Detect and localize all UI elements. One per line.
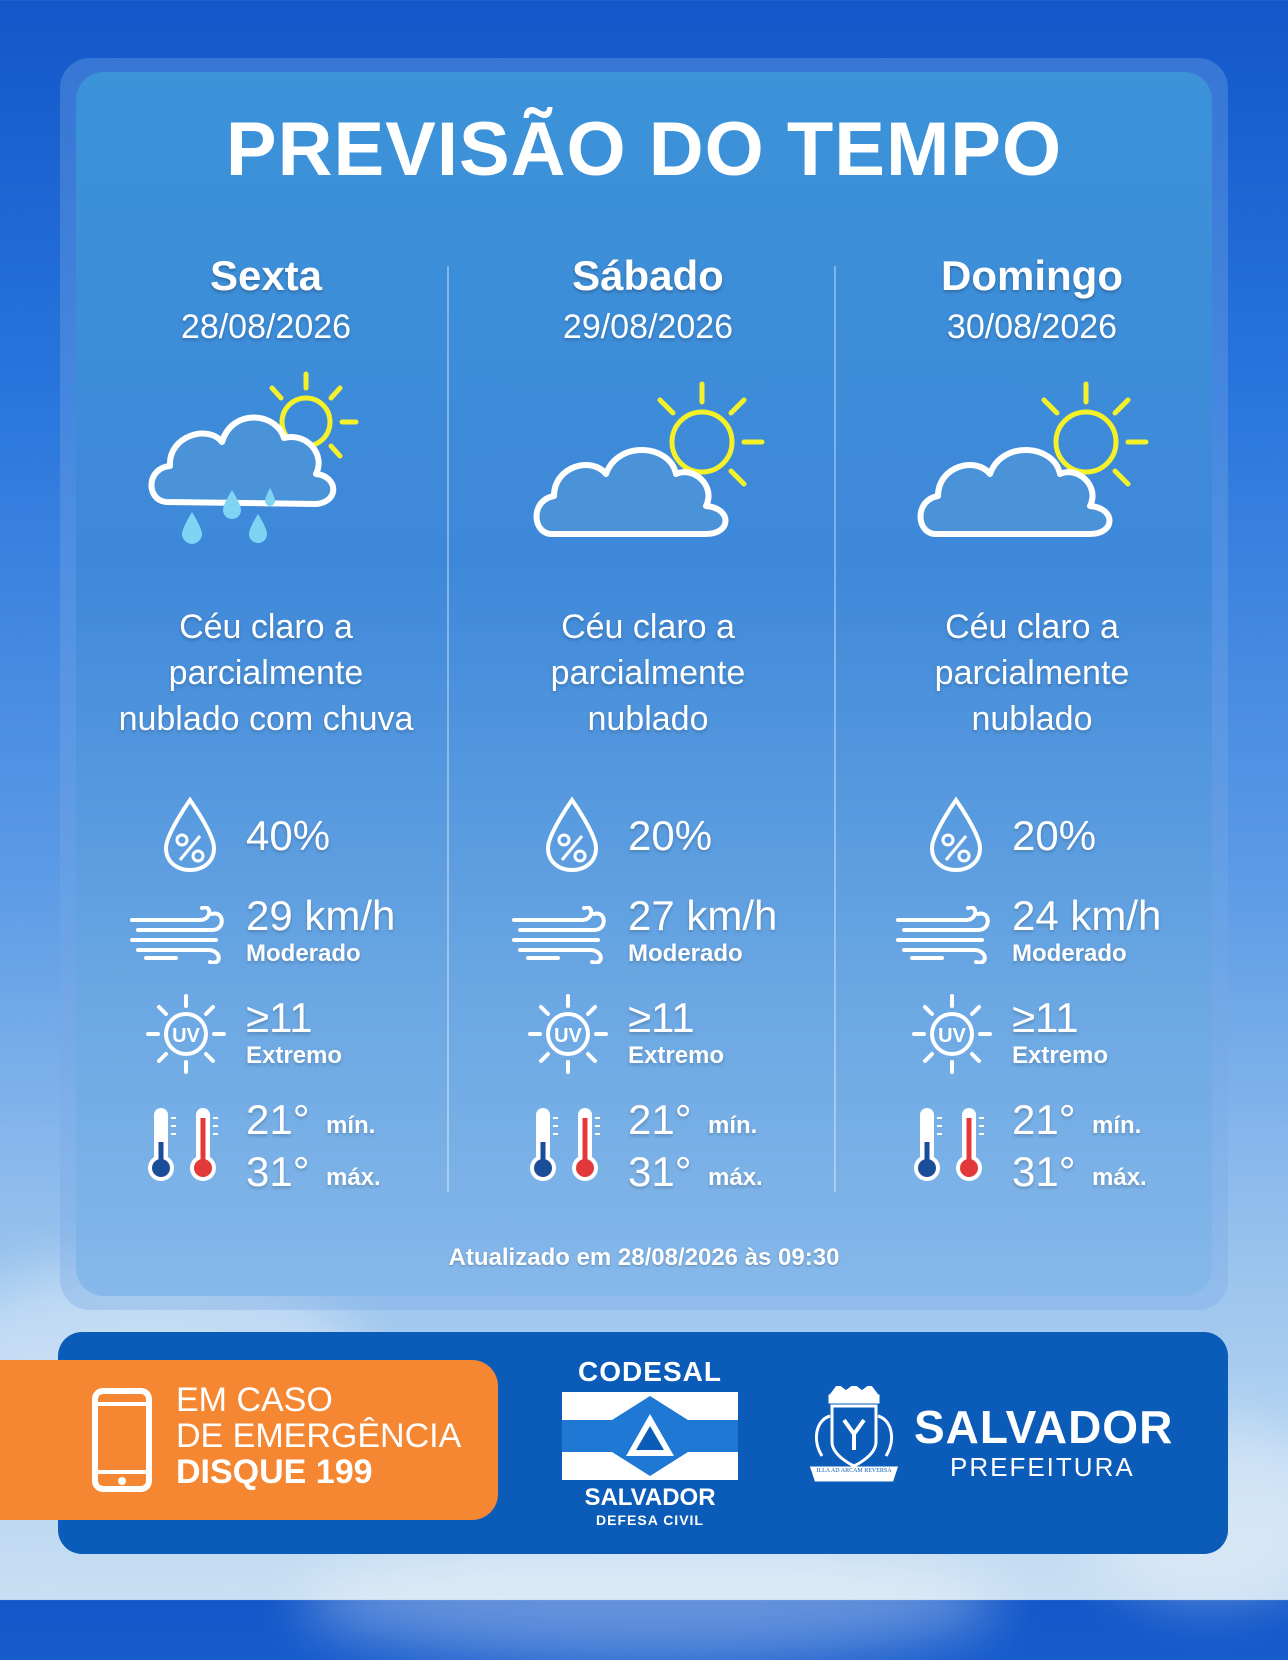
weather-description: Céu claro a parcialmente nublado: [934, 608, 1130, 738]
emergency-line-1: EM CASO: [176, 1381, 333, 1419]
temp-max-label: máx.: [1092, 1164, 1147, 1191]
svg-text:UV: UV: [554, 1025, 582, 1047]
wind-speed-value: 24 km/h: [1012, 892, 1162, 939]
temp-min-value: 21°: [1012, 1096, 1076, 1143]
day-date: 29/08/2026: [562, 308, 734, 346]
salvador-coat-of-arms-icon: [809, 1386, 899, 1482]
uv-index-value: ≥11: [628, 994, 695, 1041]
temp-min-label: mín.: [1092, 1112, 1142, 1139]
salvador-seal-motto: ILLA AD ARCAM REVERSA: [816, 1468, 892, 1474]
wind-level: Moderado: [628, 940, 743, 967]
cloud-sun-icon: [917, 381, 1149, 537]
thermometer-icons: [530, 1108, 600, 1181]
uv-level: Extremo: [628, 1042, 725, 1069]
wind-level: Moderado: [1012, 940, 1127, 967]
codesal-logo-title: CODESAL: [578, 1356, 722, 1387]
weather-description: Céu claro a parcialmente nublado: [550, 608, 746, 738]
emergency-line-2: DE EMERGÊNCIA: [176, 1417, 462, 1455]
uv-index-icon: UV: [528, 994, 608, 1074]
page-title: PREVISÃO DO TEMPO: [225, 107, 1063, 192]
temp-max-label: máx.: [708, 1164, 763, 1191]
temp-min-label: mín.: [708, 1112, 758, 1139]
temp-max-value: 31°: [246, 1148, 310, 1195]
phone-icon: [92, 1388, 152, 1492]
forecast-card: [76, 72, 1212, 1296]
wind-speed-value: 29 km/h: [246, 892, 396, 939]
temp-max-label: máx.: [326, 1164, 381, 1191]
emergency-phone-number: DISQUE 199: [176, 1453, 373, 1491]
updated-timestamp: Atualizado em 28/08/2026 às 09:30: [448, 1244, 840, 1271]
day-date: 30/08/2026: [946, 308, 1118, 346]
uv-index-value: ≥11: [246, 994, 313, 1041]
day-name: Sexta: [209, 252, 323, 299]
rain-probability-value: 40%: [246, 812, 331, 859]
temp-min-value: 21°: [246, 1096, 310, 1143]
uv-index-icon: UV: [912, 994, 992, 1074]
codesal-logo-city: SALVADOR: [584, 1484, 716, 1511]
day-name: Sábado: [572, 252, 724, 299]
wind-icon: [512, 906, 606, 964]
uv-level: Extremo: [1012, 1042, 1109, 1069]
column-divider: [834, 266, 836, 1192]
svg-text:UV: UV: [172, 1025, 200, 1047]
thermometer-icons: [914, 1108, 984, 1181]
temp-max-value: 31°: [1012, 1148, 1076, 1195]
rain-probability-icon: [163, 796, 217, 873]
rain-probability-value: 20%: [628, 812, 713, 859]
codesal-logo-subtitle: DEFESA CIVIL: [596, 1512, 704, 1528]
thermometer-icons: [148, 1108, 218, 1181]
temp-max-value: 31°: [628, 1148, 692, 1195]
day-date: 28/08/2026: [180, 308, 352, 346]
background-cloud: [300, 1540, 1000, 1660]
wind-icon: [130, 906, 224, 964]
wind-icon: [896, 906, 990, 964]
day-column-2: Sábado 29/08/2026 Céu claro a parcialmen…: [456, 0, 840, 1200]
column-divider: [447, 266, 449, 1192]
svg-text:UV: UV: [938, 1025, 966, 1047]
salvador-logo-subtitle: PREFEITURA: [950, 1452, 1135, 1482]
emergency-banner: EM CASO DE EMERGÊNCIA DISQUE 199: [0, 1360, 498, 1520]
rain-cloud-sun-icon: [148, 371, 359, 544]
day-column-3: Domingo 30/08/2026 Céu claro a parcialme…: [840, 0, 1224, 1200]
codesal-emblem: [562, 1392, 738, 1480]
temp-min-label: mín.: [326, 1112, 376, 1139]
weather-description: Céu claro a parcialmente nublado com chu…: [118, 608, 414, 738]
rain-probability-icon: [545, 796, 599, 873]
temp-min-value: 21°: [628, 1096, 692, 1143]
rain-probability-value: 20%: [1012, 812, 1097, 859]
uv-index-value: ≥11: [1012, 994, 1079, 1041]
day-column-1: Sexta 28/08/2026 Céu claro a parcialment…: [74, 0, 458, 1200]
rain-probability-icon: [929, 796, 983, 873]
day-name: Domingo: [941, 252, 1123, 299]
wind-speed-value: 27 km/h: [628, 892, 778, 939]
uv-level: Extremo: [246, 1042, 343, 1069]
salvador-logo-name: SALVADOR: [914, 1401, 1174, 1453]
cloud-sun-icon: [533, 381, 765, 537]
codesal-logo: CODESAL SALVADOR DEFESA CIVIL: [560, 1356, 740, 1532]
wind-level: Moderado: [246, 940, 361, 967]
uv-index-icon: UV: [146, 994, 226, 1074]
